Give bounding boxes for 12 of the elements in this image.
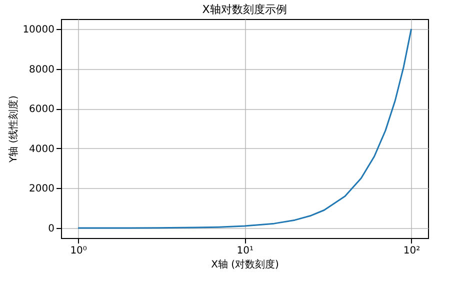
chart-title: X轴对数刻度示例 bbox=[202, 3, 287, 16]
y-tick-label: 2000 bbox=[29, 184, 54, 195]
x-axis-title: X轴 (对数刻度) bbox=[211, 258, 280, 270]
y-axis-title: Y轴 (线性刻度) bbox=[8, 95, 20, 164]
x-tick-label: 10⁰ bbox=[70, 246, 87, 256]
y-tick-label: 4000 bbox=[29, 144, 54, 155]
x-tick-label: 10² bbox=[403, 246, 420, 256]
y-tick-label: 10000 bbox=[22, 24, 54, 36]
y-tick-label: 6000 bbox=[29, 104, 54, 116]
y-tick-label: 0 bbox=[48, 224, 54, 235]
x-tick-label: 10¹ bbox=[236, 246, 254, 256]
y-tick-label: 8000 bbox=[29, 64, 54, 76]
